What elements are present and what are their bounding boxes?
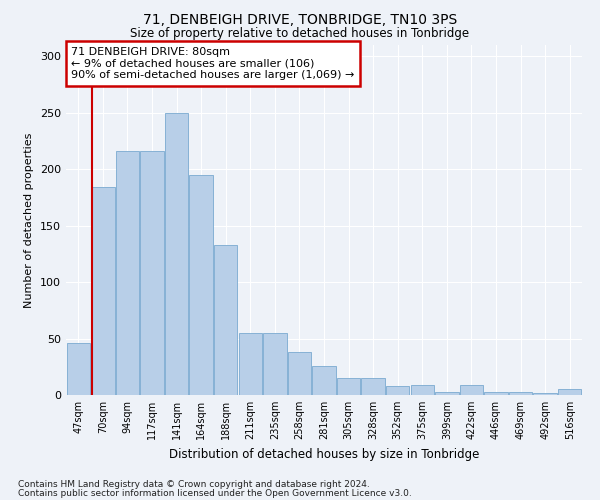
Text: Size of property relative to detached houses in Tonbridge: Size of property relative to detached ho… <box>130 28 470 40</box>
Bar <box>337 378 360 395</box>
Bar <box>165 112 188 395</box>
Bar <box>533 392 557 395</box>
Y-axis label: Number of detached properties: Number of detached properties <box>25 132 34 308</box>
Bar <box>460 385 483 395</box>
Bar <box>91 188 115 395</box>
Bar <box>361 378 385 395</box>
Text: Contains HM Land Registry data © Crown copyright and database right 2024.: Contains HM Land Registry data © Crown c… <box>18 480 370 489</box>
Text: Contains public sector information licensed under the Open Government Licence v3: Contains public sector information licen… <box>18 488 412 498</box>
X-axis label: Distribution of detached houses by size in Tonbridge: Distribution of detached houses by size … <box>169 448 479 460</box>
Bar <box>558 390 581 395</box>
Bar <box>214 245 238 395</box>
Bar <box>313 366 335 395</box>
Bar <box>140 151 164 395</box>
Bar <box>288 352 311 395</box>
Text: 71 DENBEIGH DRIVE: 80sqm
← 9% of detached houses are smaller (106)
90% of semi-d: 71 DENBEIGH DRIVE: 80sqm ← 9% of detache… <box>71 47 355 80</box>
Bar <box>263 333 287 395</box>
Bar <box>484 392 508 395</box>
Bar <box>190 175 213 395</box>
Bar <box>239 333 262 395</box>
Bar <box>410 385 434 395</box>
Bar <box>116 151 139 395</box>
Bar <box>435 392 458 395</box>
Bar <box>509 392 532 395</box>
Bar <box>67 343 90 395</box>
Text: 71, DENBEIGH DRIVE, TONBRIDGE, TN10 3PS: 71, DENBEIGH DRIVE, TONBRIDGE, TN10 3PS <box>143 12 457 26</box>
Bar <box>386 386 409 395</box>
